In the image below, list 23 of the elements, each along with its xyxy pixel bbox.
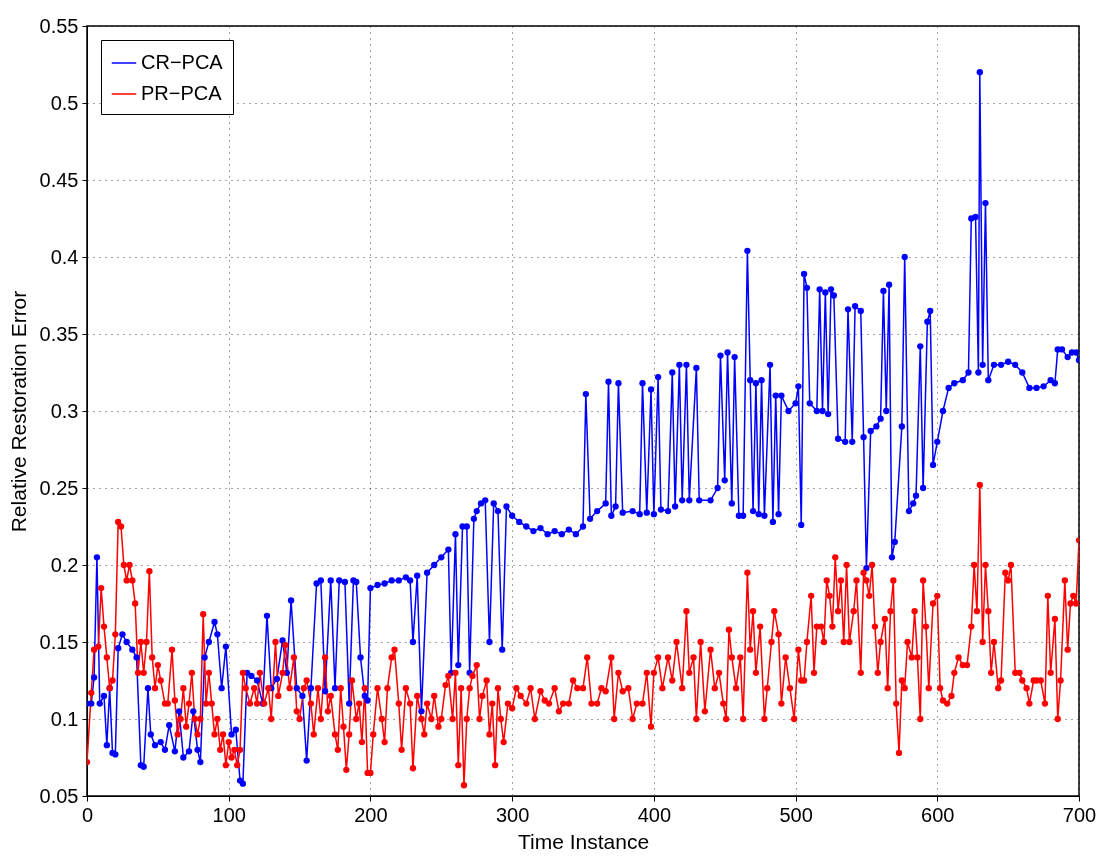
x-tick-label: 300: [495, 803, 530, 826]
y-tick-label: 0.35: [39, 322, 79, 345]
y-tick-label: 0.3: [50, 399, 79, 422]
y-tick-label: 0.15: [39, 630, 79, 653]
legend-label: PR−PCA: [141, 82, 223, 104]
x-axis-title: Time Instance: [517, 829, 650, 853]
x-tick-label: 600: [921, 803, 955, 826]
x-tick-label: 100: [212, 803, 246, 826]
x-tick-label: 500: [779, 803, 813, 826]
x-tick-label: 0: [81, 803, 94, 826]
y-tick-label: 0.4: [50, 245, 79, 268]
legend-label: CR−PCA: [141, 51, 224, 73]
x-tick-label: 700: [1062, 803, 1097, 826]
x-tick-label: 400: [637, 803, 672, 826]
y-tick-label: 0.05: [39, 784, 79, 807]
y-tick-label: 0.5: [50, 91, 79, 114]
y-tick-label: 0.25: [39, 476, 79, 499]
y-tick-label: 0.1: [50, 707, 79, 730]
y-tick-label: 0.2: [50, 553, 79, 576]
x-tick-label: 200: [354, 803, 388, 826]
y-axis-title: Relative Restoration Error: [6, 290, 30, 533]
y-tick-label: 0.45: [39, 168, 79, 191]
y-tick-label: 0.55: [39, 14, 79, 37]
